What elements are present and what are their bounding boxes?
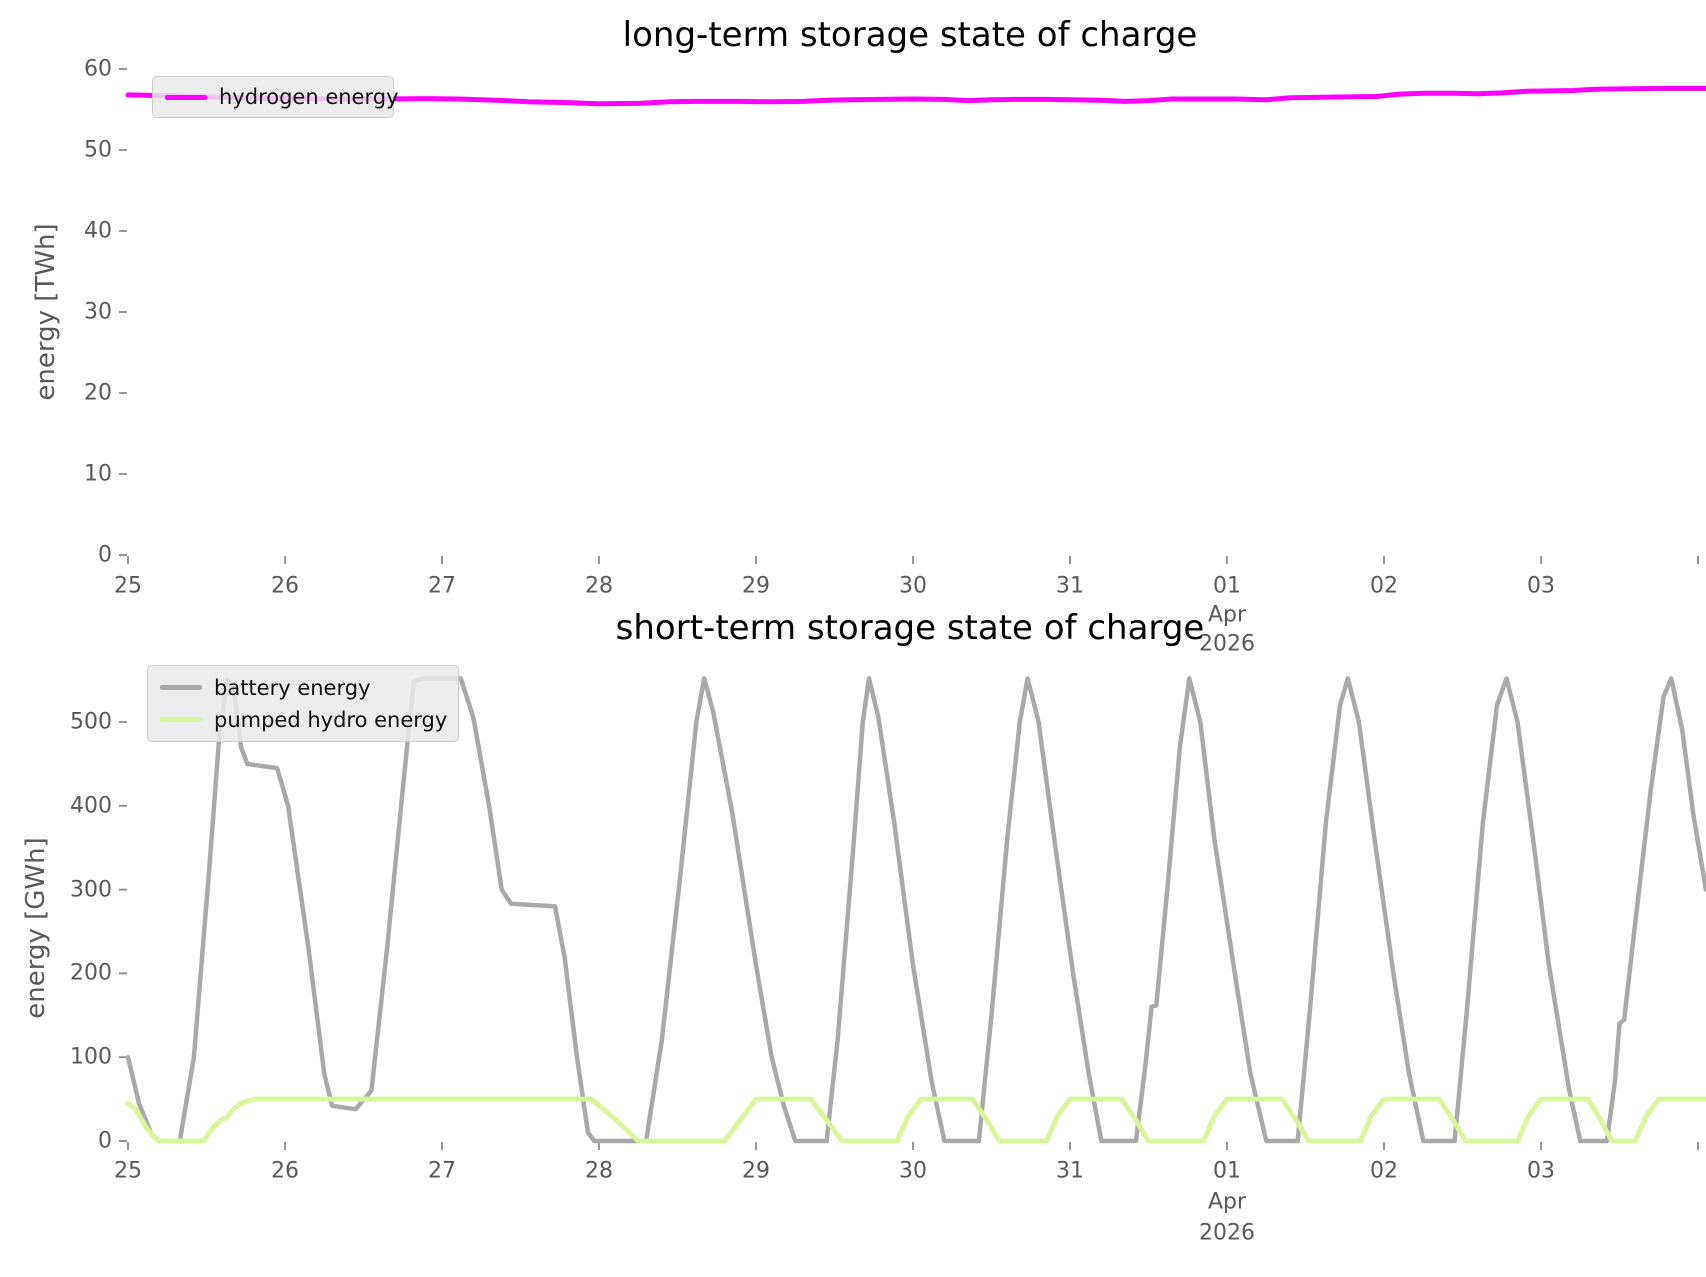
x-tick-label: 25 — [114, 1158, 142, 1184]
x-tick-label: 31 — [1056, 573, 1084, 599]
y-tick-label: 300 — [70, 877, 112, 903]
x-tick-sublabel: Apr — [1207, 1189, 1247, 1215]
x-tick-label: 30 — [899, 573, 927, 599]
x-tick-label: 02 — [1370, 1158, 1398, 1184]
y-tick-label: 10 — [84, 461, 112, 487]
x-tick-label: 03 — [1527, 573, 1555, 599]
hydrogen-energy-line — [125, 85, 1706, 107]
battery-energy-line — [125, 676, 1706, 1144]
battery-energy-swatch — [160, 685, 202, 690]
x-tick-label: 02 — [1370, 573, 1398, 599]
x-tick-label: 01 — [1213, 1158, 1241, 1184]
x-tick-label: 03 — [1527, 1158, 1555, 1184]
y-tick-label: 30 — [84, 299, 112, 325]
y-tick-label: 40 — [84, 218, 112, 244]
chart-title-long-term: long-term storage state of charge — [622, 15, 1198, 55]
y-tick-label: 50 — [84, 137, 112, 163]
y-tick-label: 20 — [84, 380, 112, 406]
y-tick-label: 0 — [98, 542, 112, 568]
y-tick-label: 500 — [70, 709, 112, 735]
y-tick-label: 200 — [70, 960, 112, 986]
x-tick-label: 29 — [742, 573, 770, 599]
ylabel-twh: energy [TWh] — [31, 223, 61, 401]
x-tick-sublabel: Apr — [1207, 602, 1247, 628]
x-tick-label: 01 — [1213, 573, 1241, 599]
y-tick-label: 60 — [84, 56, 112, 82]
x-tick-label: 25 — [114, 573, 142, 599]
legend-item-battery-energy: battery energy — [160, 672, 446, 704]
x-tick-sublabel: 2026 — [1199, 631, 1255, 657]
y-tick-label: 100 — [70, 1044, 112, 1070]
pumped-hydro-energy-line — [125, 1096, 1706, 1144]
x-tick-label: 29 — [742, 1158, 770, 1184]
y-tick-label: 400 — [70, 793, 112, 819]
legend-item-hydrogen-energy: hydrogen energy — [165, 81, 399, 113]
legend-label-hydrogen-energy: hydrogen energy — [219, 85, 399, 109]
legend-item-pumped-hydro-energy: pumped hydro energy — [160, 704, 448, 736]
y-tick-label: 0 — [98, 1128, 112, 1154]
x-tick-label: 30 — [899, 1158, 927, 1184]
x-tick-label: 27 — [428, 573, 456, 599]
hydrogen-energy-swatch — [165, 94, 207, 100]
ylabel-gwh: energy [GWh] — [21, 837, 51, 1019]
chart-title-short-term: short-term storage state of charge — [615, 608, 1205, 648]
legend-long-term: hydrogen energy — [152, 76, 399, 118]
x-tick-label: 28 — [585, 573, 613, 599]
x-tick-label: 31 — [1056, 1158, 1084, 1184]
x-tick-label: 28 — [585, 1158, 613, 1184]
x-tick-sublabel: 2026 — [1199, 1220, 1255, 1246]
x-tick-label: 27 — [428, 1158, 456, 1184]
legend-label-battery-energy: battery energy — [214, 675, 371, 700]
x-tick-label: 26 — [271, 573, 299, 599]
pumped-hydro-energy-swatch — [160, 717, 202, 722]
x-tick-label: 26 — [271, 1158, 299, 1184]
legend-short-term: battery energy pumped hydro energy — [147, 665, 459, 742]
legend-label-pumped-hydro-energy: pumped hydro energy — [214, 707, 448, 732]
